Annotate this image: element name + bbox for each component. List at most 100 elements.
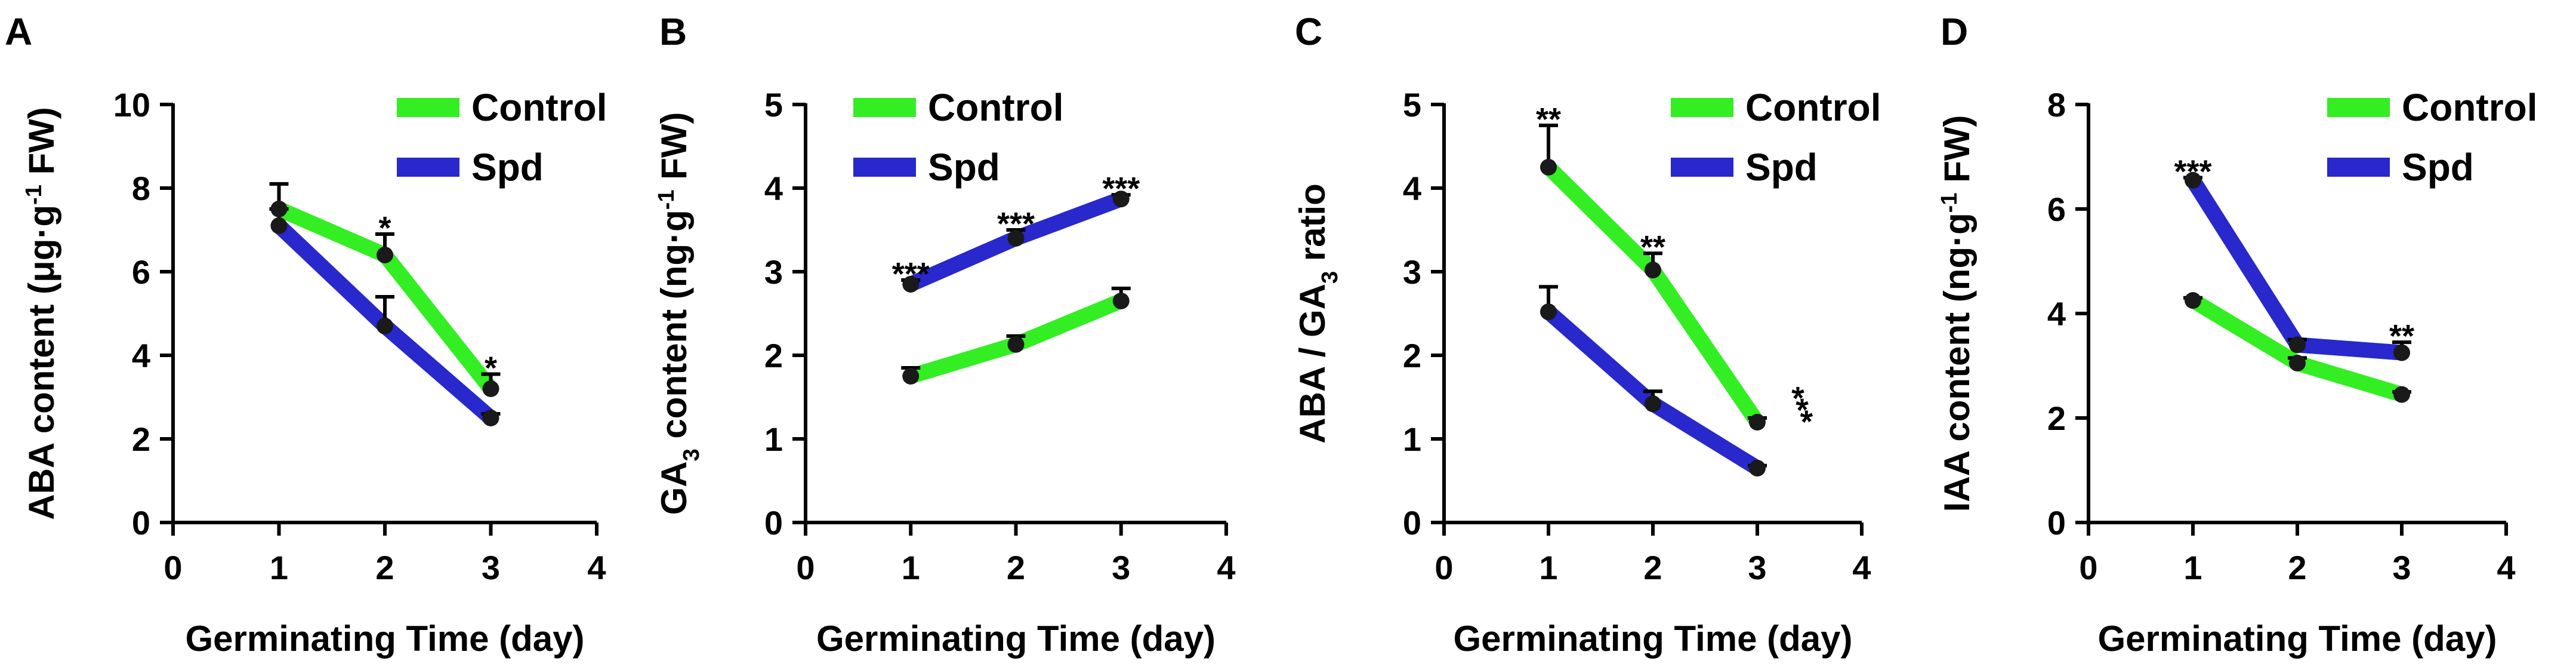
y-tick-label: 2 xyxy=(764,337,783,374)
series-line-control xyxy=(1542,161,1764,427)
legend-label-spd: Spd xyxy=(471,146,544,189)
x-tick-label: 2 xyxy=(2288,549,2306,586)
x-tick-label: 3 xyxy=(1748,549,1766,586)
legend-label-control: Control xyxy=(1745,86,1881,129)
x-tick-label: 1 xyxy=(270,549,288,586)
data-point-spd xyxy=(1540,303,1557,321)
x-tick-label: 2 xyxy=(1643,549,1662,586)
y-tick-label: 0 xyxy=(2047,504,2066,542)
y-tick-label: 0 xyxy=(764,504,783,542)
data-point-control xyxy=(2393,386,2410,403)
y-tick-label: 4 xyxy=(2047,295,2066,333)
significance-label: *** xyxy=(2174,154,2211,190)
y-tick-label: 4 xyxy=(132,337,150,374)
y-tick-label: 3 xyxy=(764,253,783,291)
x-tick-label: 3 xyxy=(1112,549,1130,586)
legend-label-control: Control xyxy=(2402,86,2538,129)
significance-label: *** xyxy=(1774,383,1821,431)
y-tick-label: 8 xyxy=(132,170,150,207)
data-point-control xyxy=(377,247,393,263)
data-point-spd xyxy=(377,318,393,334)
legend-label-spd: Spd xyxy=(1745,146,1818,189)
data-point-spd xyxy=(2185,171,2201,189)
y-tick-label: 10 xyxy=(113,86,150,124)
x-tick-label: 0 xyxy=(163,549,182,586)
y-tick-label: 6 xyxy=(2047,190,2066,228)
data-point-control xyxy=(1112,293,1130,309)
y-tick-label: 8 xyxy=(2047,86,2066,124)
y-tick-label: 0 xyxy=(1403,504,1421,542)
x-axis-title: Germinating Time (day) xyxy=(185,619,584,659)
data-point-spd xyxy=(482,410,499,426)
data-point-control xyxy=(482,380,499,397)
y-axis-title: ABA / GA3 ratio xyxy=(1292,183,1343,444)
data-point-spd xyxy=(2393,344,2410,361)
y-tick-label: 3 xyxy=(1403,253,1421,291)
y-axis-title: GA3 content (ng·g-1 FW) xyxy=(654,112,704,515)
x-axis-title: Germinating Time (day) xyxy=(816,619,1215,659)
data-point-spd xyxy=(270,217,288,234)
legend-label-control: Control xyxy=(471,86,607,129)
significance-label: ** xyxy=(2389,318,2414,354)
significance-label: ** xyxy=(1640,229,1665,265)
x-tick-label: 4 xyxy=(1217,549,1235,586)
x-axis-title: Germinating Time (day) xyxy=(1453,619,1852,659)
x-tick-label: 1 xyxy=(2183,549,2202,586)
y-tick-label: 1 xyxy=(764,420,783,458)
legend-label-spd: Spd xyxy=(2402,146,2474,189)
significance-label: ** xyxy=(1536,102,1561,137)
significance-label: * xyxy=(378,210,391,246)
panel-letter: A xyxy=(5,10,32,53)
data-point-control xyxy=(1749,414,1766,431)
y-axis-title: ABA content (μg·g-1 FW) xyxy=(21,107,61,520)
y-tick-label: 6 xyxy=(132,253,150,291)
y-tick-label: 1 xyxy=(1403,420,1421,458)
data-point-control xyxy=(1007,336,1025,353)
data-point-control xyxy=(2289,355,2306,372)
x-tick-label: 1 xyxy=(1539,549,1557,586)
data-point-spd xyxy=(1645,395,1661,413)
significance-label: *** xyxy=(1102,171,1140,207)
x-tick-label: 0 xyxy=(1434,549,1453,586)
significance-label: * xyxy=(485,351,497,386)
significance-label: *** xyxy=(997,206,1035,242)
data-point-spd xyxy=(1007,230,1025,247)
x-tick-label: 3 xyxy=(2392,549,2411,586)
data-point-spd xyxy=(902,276,920,293)
data-point-control xyxy=(1540,159,1557,176)
panel-letter: C xyxy=(1295,10,1322,53)
data-point-control xyxy=(2185,292,2201,309)
y-tick-label: 5 xyxy=(764,86,783,124)
legend-label-control: Control xyxy=(928,86,1064,129)
y-tick-label: 2 xyxy=(1403,337,1421,374)
x-tick-label: 3 xyxy=(482,549,500,586)
data-point-control xyxy=(270,201,288,217)
y-tick-label: 2 xyxy=(2047,399,2066,437)
y-tick-label: 4 xyxy=(764,170,783,207)
x-tick-label: 4 xyxy=(2497,549,2515,586)
y-tick-label: 0 xyxy=(132,504,150,542)
legend-label-spd: Spd xyxy=(928,146,1000,189)
data-point-control xyxy=(1645,262,1661,279)
y-tick-label: 2 xyxy=(132,420,150,458)
data-point-spd xyxy=(2289,336,2306,354)
panel-letter: D xyxy=(1941,10,1968,53)
data-point-spd xyxy=(1749,460,1766,477)
significance-label: *** xyxy=(892,256,930,292)
x-tick-label: 0 xyxy=(2079,549,2097,586)
x-axis-title: Germinating Time (day) xyxy=(2097,619,2497,659)
x-tick-label: 2 xyxy=(1007,549,1025,586)
data-point-spd xyxy=(1112,190,1130,208)
data-point-control xyxy=(902,368,920,385)
x-tick-label: 1 xyxy=(902,549,920,586)
y-tick-label: 5 xyxy=(1403,86,1421,124)
x-tick-label: 4 xyxy=(587,549,606,586)
y-axis-title: IAA content (ng·g-1 FW) xyxy=(1937,115,1977,512)
x-tick-label: 0 xyxy=(796,549,815,586)
x-tick-label: 4 xyxy=(1852,549,1871,586)
